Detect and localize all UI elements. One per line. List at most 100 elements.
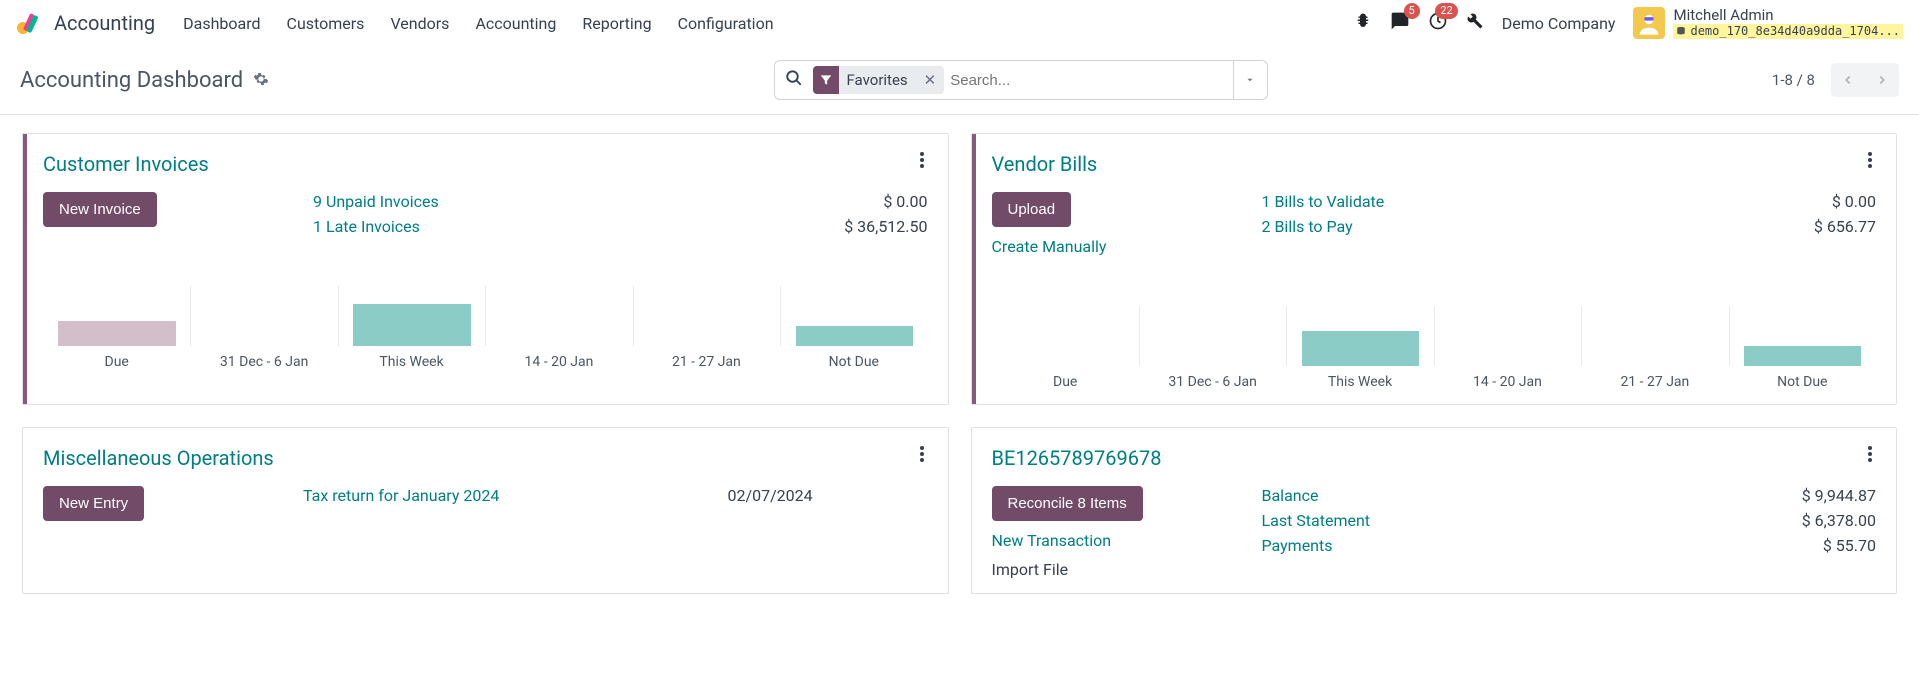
card-title[interactable]: BE1265789769678 [992, 446, 1162, 470]
card-menu-icon[interactable] [1864, 446, 1876, 466]
chart-xlabel: Due [992, 374, 1139, 390]
card-customer-invoices: Customer Invoices New Invoice 9 Unpaid I… [22, 133, 949, 405]
chart-bar [1286, 306, 1433, 366]
chart-bar [1729, 306, 1876, 366]
chart-xlabel: Due [43, 354, 190, 370]
chart-xlabel: Not Due [780, 354, 927, 370]
unpaid-invoices-link[interactable]: 9 Unpaid Invoices [313, 192, 698, 211]
avatar [1633, 7, 1665, 39]
bills-to-pay-link[interactable]: 2 Bills to Pay [1262, 217, 1647, 236]
card-bank-account: BE1265789769678 Reconcile 8 Items New Tr… [971, 427, 1898, 594]
nav-links: Dashboard Customers Vendors Accounting R… [183, 14, 773, 33]
nav-vendors[interactable]: Vendors [390, 14, 449, 33]
balance-label[interactable]: Balance [1262, 486, 1319, 505]
user-name: Mitchell Admin [1673, 7, 1903, 24]
chart-xlabel: 21 - 27 Jan [633, 354, 780, 370]
chart-bar [485, 286, 632, 346]
reconcile-button[interactable]: Reconcile 8 Items [992, 486, 1143, 521]
balance-value: $ 9,944.87 [1802, 486, 1876, 505]
chart-bar [780, 286, 927, 346]
late-invoices-value: $ 36,512.50 [844, 217, 927, 236]
chart-xlabel: This Week [1286, 374, 1433, 390]
card-title[interactable]: Customer Invoices [43, 152, 209, 176]
tax-return-link[interactable]: Tax return for January 2024 [303, 486, 718, 505]
search-input[interactable] [950, 72, 1226, 89]
card-title[interactable]: Vendor Bills [992, 152, 1098, 176]
nav-reporting[interactable]: Reporting [582, 14, 651, 33]
activities-icon[interactable]: 22 [1428, 11, 1448, 35]
user-text: Mitchell Admin demo_170_8e34d40a9dda_170… [1673, 7, 1903, 39]
customer-invoices-chart [43, 258, 928, 346]
dashboard: Customer Invoices New Invoice 9 Unpaid I… [0, 115, 1919, 612]
nav-dashboard[interactable]: Dashboard [183, 14, 260, 33]
messages-icon[interactable]: 5 [1390, 11, 1410, 35]
chart-bar [633, 286, 780, 346]
db-name: demo_170_8e34d40a9dda_1704... [1673, 24, 1903, 39]
payments-value: $ 55.70 [1823, 536, 1876, 555]
debug-icon[interactable] [1354, 12, 1372, 34]
company-selector[interactable]: Demo Company [1502, 14, 1616, 33]
chart-xlabels: Due31 Dec - 6 JanThis Week14 - 20 Jan21 … [992, 374, 1877, 390]
gear-icon[interactable] [253, 68, 269, 93]
chart-xlabel: 21 - 27 Jan [1581, 374, 1728, 390]
facet-label: Favorites [839, 71, 916, 89]
chart-xlabel: 14 - 20 Jan [485, 354, 632, 370]
search-icon[interactable] [781, 69, 807, 91]
card-vendor-bills: Vendor Bills Upload Create Manually 1 Bi… [971, 133, 1898, 405]
chart-xlabels: Due31 Dec - 6 JanThis Week14 - 20 Jan21 … [43, 354, 928, 370]
vendor-bills-chart [992, 278, 1877, 366]
messages-badge: 5 [1404, 3, 1420, 19]
chart-xlabel: 14 - 20 Jan [1434, 374, 1581, 390]
card-menu-icon[interactable] [1864, 152, 1876, 172]
page-title: Accounting Dashboard [20, 68, 243, 93]
pager-text[interactable]: 1-8 / 8 [1772, 71, 1815, 89]
pager-prev[interactable] [1831, 63, 1865, 97]
new-transaction-link[interactable]: New Transaction [992, 531, 1112, 550]
chart-bar [992, 306, 1139, 366]
chart-xlabel: 31 Dec - 6 Jan [1139, 374, 1286, 390]
navbar: Accounting Dashboard Customers Vendors A… [0, 0, 1919, 46]
create-manually-link[interactable]: Create Manually [992, 237, 1107, 256]
chart-xlabel: This Week [338, 354, 485, 370]
nav-configuration[interactable]: Configuration [678, 14, 774, 33]
import-file-link[interactable]: Import File [992, 560, 1069, 579]
card-misc-operations: Miscellaneous Operations New Entry Tax r… [22, 427, 949, 594]
tools-icon[interactable] [1466, 12, 1484, 34]
search-options-dropdown[interactable] [1234, 60, 1268, 100]
new-invoice-button[interactable]: New Invoice [43, 192, 157, 227]
bills-to-pay-value: $ 656.77 [1814, 217, 1876, 236]
chart-bar [338, 286, 485, 346]
activities-badge: 22 [1435, 3, 1457, 19]
pager-next[interactable] [1865, 63, 1899, 97]
bills-to-validate-link[interactable]: 1 Bills to Validate [1262, 192, 1647, 211]
filter-icon [813, 66, 839, 94]
upload-button[interactable]: Upload [992, 192, 1072, 227]
search-wrap: Favorites ✕ [774, 60, 1268, 100]
page-title-wrap: Accounting Dashboard [20, 68, 269, 93]
chart-bar [43, 286, 190, 346]
late-invoices-link[interactable]: 1 Late Invoices [313, 217, 698, 236]
pager: 1-8 / 8 [1772, 63, 1899, 97]
nav-accounting[interactable]: Accounting [475, 14, 556, 33]
nav-right: 5 22 Demo Company Mitchell Admin demo_17… [1354, 7, 1903, 39]
tax-return-date: 02/07/2024 [728, 486, 928, 505]
unpaid-invoices-value: $ 0.00 [883, 192, 927, 211]
card-menu-icon[interactable] [916, 152, 928, 172]
last-statement-label[interactable]: Last Statement [1262, 511, 1371, 530]
payments-label[interactable]: Payments [1262, 536, 1333, 555]
chart-bar [1434, 306, 1581, 366]
card-title[interactable]: Miscellaneous Operations [43, 446, 274, 470]
card-menu-icon[interactable] [916, 446, 928, 466]
chart-bar [190, 286, 337, 346]
chart-xlabel: Not Due [1729, 374, 1876, 390]
nav-customers[interactable]: Customers [287, 14, 365, 33]
app-logo[interactable] [16, 11, 40, 35]
search-box[interactable]: Favorites ✕ [774, 60, 1234, 100]
facet-remove[interactable]: ✕ [916, 71, 945, 89]
app-name[interactable]: Accounting [54, 11, 155, 35]
control-panel: Accounting Dashboard Favorites ✕ 1-8 / 8 [0, 46, 1919, 115]
user-menu[interactable]: Mitchell Admin demo_170_8e34d40a9dda_170… [1633, 7, 1903, 39]
chart-xlabel: 31 Dec - 6 Jan [190, 354, 337, 370]
last-statement-value: $ 6,378.00 [1802, 511, 1876, 530]
new-entry-button[interactable]: New Entry [43, 486, 144, 521]
